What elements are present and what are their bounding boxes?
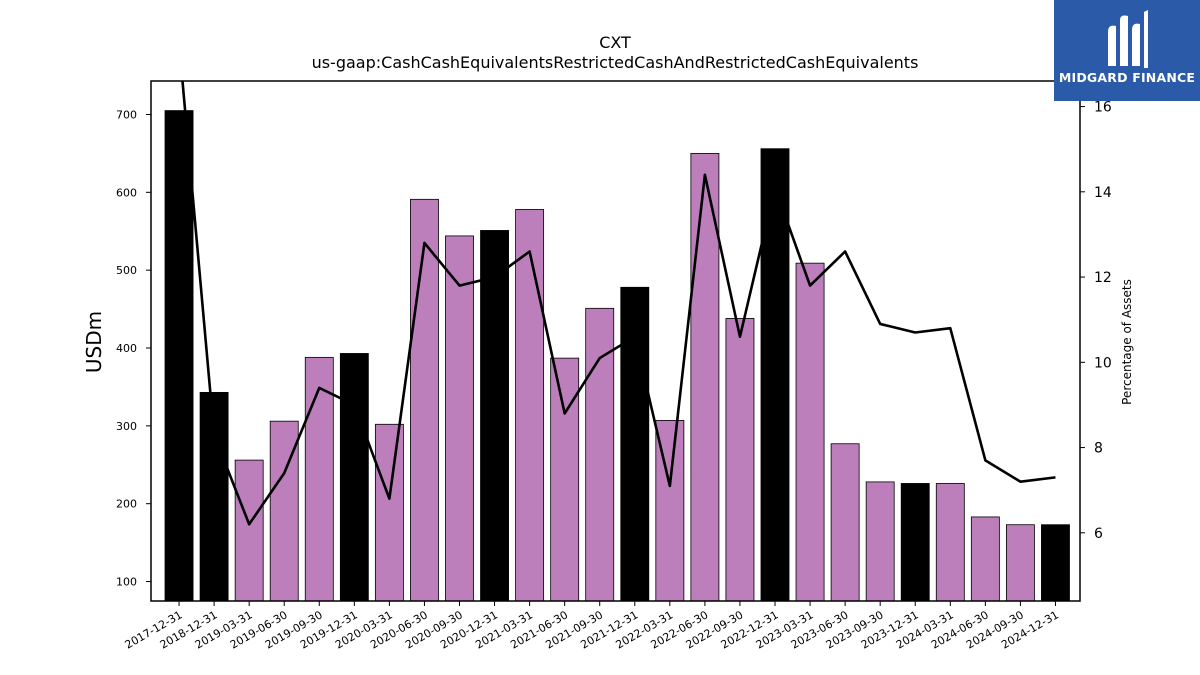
y2-axis-label: Percentage of Assets — [1120, 279, 1134, 405]
y2-tick-label: 16 — [1094, 100, 1112, 116]
bar-2024-06-30 — [970, 516, 1000, 602]
percentage-line — [181, 81, 1056, 526]
bar-2020-03-31 — [374, 423, 404, 602]
logo-text: MIDGARD FINANCE — [1058, 70, 1196, 85]
bar-2024-09-30 — [1005, 524, 1035, 602]
bar-2021-03-31 — [515, 209, 545, 602]
y2-tick-label: 8 — [1094, 441, 1103, 457]
bar-2019-09-30 — [304, 356, 334, 602]
bar-2020-12-31 — [480, 230, 509, 602]
bar-2024-03-31 — [935, 483, 965, 602]
y-tick-label: 400 — [116, 342, 137, 355]
y2-tick-label: 10 — [1094, 355, 1112, 371]
bar-2019-03-31 — [234, 459, 264, 602]
bar-2017-12-31 — [164, 110, 194, 602]
bar-2019-12-31 — [339, 353, 369, 602]
y-axis-label: USDm — [82, 311, 106, 373]
bar-2021-12-31 — [620, 286, 650, 602]
bar-2020-09-30 — [445, 235, 474, 602]
y-tick-label: 500 — [116, 264, 137, 277]
y-tick-label: 600 — [116, 186, 137, 199]
bar-2021-06-30 — [550, 357, 580, 602]
chart-subtitle: us-gaap:CashCashEquivalentsRestrictedCas… — [312, 53, 919, 72]
bar-2023-06-30 — [830, 443, 860, 602]
bar-2023-03-31 — [795, 262, 825, 602]
midgard-logo-icon — [1108, 10, 1148, 68]
y-tick-label: 200 — [116, 498, 137, 511]
bar-series — [164, 110, 1070, 602]
bar-2020-06-30 — [410, 198, 439, 602]
y2-tick-label: 14 — [1094, 185, 1112, 201]
line-series — [181, 81, 1056, 526]
y2-tick-label: 6 — [1094, 526, 1103, 542]
y-tick-label: 100 — [116, 576, 137, 589]
brand-logo: MIDGARD FINANCE — [1054, 0, 1200, 101]
bar-2023-12-31 — [900, 483, 930, 602]
bar-2022-09-30 — [725, 318, 755, 602]
plot-frame — [150, 80, 1081, 602]
chart-title: CXT — [599, 33, 631, 52]
bar-2024-12-31 — [1041, 524, 1070, 602]
y-tick-label: 700 — [116, 108, 137, 121]
bar-2023-09-30 — [865, 481, 895, 602]
bar-2022-06-30 — [690, 152, 720, 602]
y2-tick-label: 12 — [1094, 270, 1112, 286]
y-tick-label: 300 — [116, 420, 137, 433]
